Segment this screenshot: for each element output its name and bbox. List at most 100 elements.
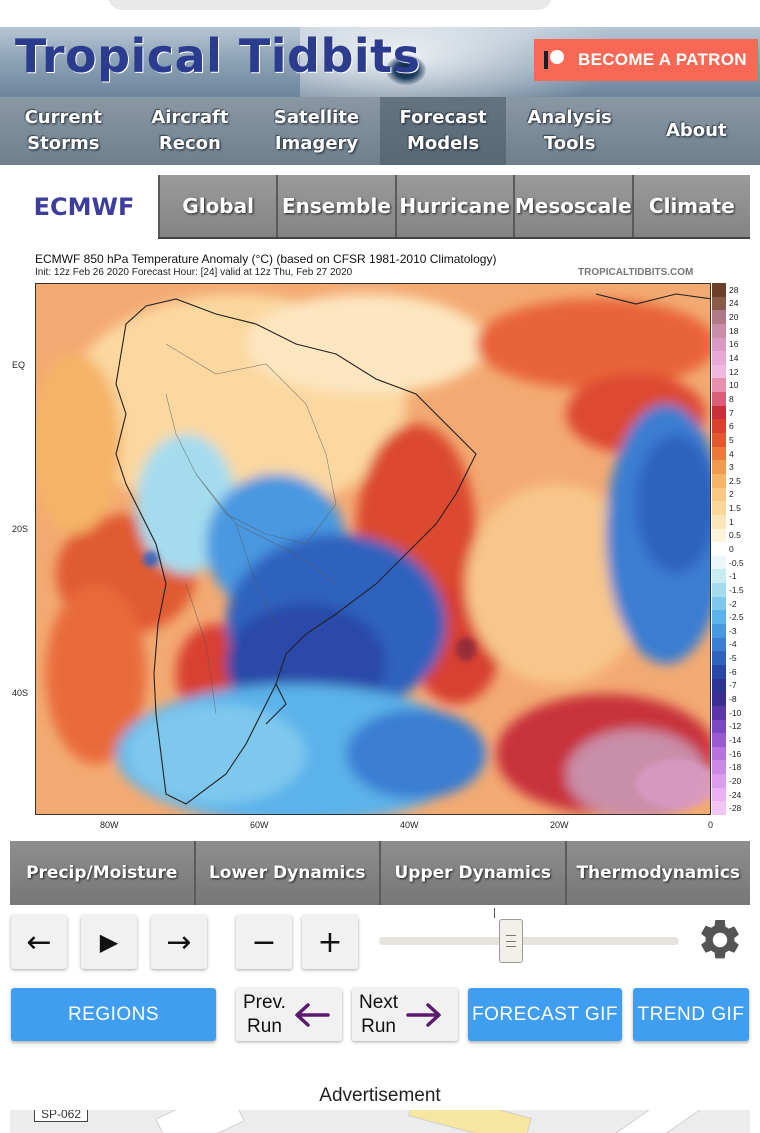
nav-label: Forecast <box>399 107 487 128</box>
colorbar-tick: -3 <box>729 625 737 636</box>
colorbar-tick: -12 <box>729 721 742 732</box>
advertisement-banner[interactable]: SP-062 <box>10 1110 750 1133</box>
colorbar-tick: -10 <box>729 707 742 718</box>
lat-label: 40S <box>12 688 29 698</box>
prev-run-button[interactable]: Prev. Run <box>236 988 342 1041</box>
play-button[interactable]: ▶ <box>81 915 137 969</box>
tab-climate[interactable]: Climate <box>631 175 750 237</box>
prev-run-label: Run <box>247 1015 282 1037</box>
nav-analysis-tools[interactable]: Analysis Tools <box>506 97 633 165</box>
nav-label: Current <box>24 107 102 128</box>
next-frame-button[interactable]: → <box>151 915 207 969</box>
play-icon: ▶ <box>99 928 119 956</box>
prev-frame-button[interactable]: ← <box>11 915 67 969</box>
zoom-in-button[interactable]: + <box>302 915 358 969</box>
lon-label: 60W <box>250 820 269 830</box>
arrow-right-icon <box>406 1002 441 1027</box>
colorbar-tick: 24 <box>729 298 739 309</box>
model-selector: ECMWF Global Ensemble Hurricane Mesoscal… <box>0 175 760 239</box>
colorbar <box>712 283 726 815</box>
nav-forecast-models[interactable]: Forecast Models <box>379 97 507 165</box>
slider-thumb[interactable] <box>499 919 523 963</box>
colorbar-swatch <box>712 705 726 720</box>
forecast-gif-button[interactable]: FORECAST GIF <box>468 988 622 1041</box>
colorbar-tick: -28 <box>729 803 742 814</box>
colorbar-tick: 8 <box>729 393 734 404</box>
nav-label: Tools <box>543 133 596 154</box>
colorbar-tick: -20 <box>729 775 742 786</box>
nav-label: Storms <box>27 133 100 154</box>
prev-run-label: Prev. <box>243 991 286 1013</box>
nav-label: Models <box>406 133 480 154</box>
colorbar-tick: 2.5 <box>729 475 741 486</box>
trend-gif-button[interactable]: TREND GIF <box>633 988 749 1041</box>
colorbar-tick: -1 <box>729 571 737 582</box>
zoom-out-button[interactable]: − <box>236 915 292 969</box>
nav-satellite-imagery[interactable]: Satellite Imagery <box>253 97 380 165</box>
colorbar-swatch <box>712 337 726 352</box>
map-subtitle: Init: 12z Feb 26 2020 Forecast Hour: [24… <box>35 267 353 278</box>
lon-label: 80W <box>100 820 119 830</box>
colorbar-tick: 12 <box>729 366 739 377</box>
nav-aircraft-recon[interactable]: Aircraft Recon <box>127 97 254 165</box>
tab-global[interactable]: Global <box>158 175 277 237</box>
colorbar-swatch <box>712 310 726 324</box>
colorbar-swatch <box>712 351 726 365</box>
colorbar-tick: 6 <box>729 421 734 432</box>
model-tabs: Global Ensemble Hurricane Mesoscale Clim… <box>158 175 750 239</box>
colorbar-swatch <box>712 378 726 393</box>
map-title: ECMWF 850 hPa Temperature Anomaly (°C) (… <box>35 252 497 266</box>
lon-label: 20W <box>550 820 569 830</box>
settings-button[interactable] <box>694 914 746 966</box>
temperature-anomaly-map[interactable] <box>35 283 711 815</box>
tab-lower-dynamics[interactable]: Lower Dynamics <box>195 841 381 905</box>
become-patron-button[interactable]: BECOME A PATRON <box>534 39 758 81</box>
browser-top-strip <box>0 0 760 27</box>
next-run-label: Run <box>361 1015 396 1037</box>
address-pill[interactable] <box>108 0 552 10</box>
tab-mesoscale[interactable]: Mesoscale <box>512 175 632 237</box>
colorbar-tick: 20 <box>729 312 739 323</box>
colorbar-swatch <box>712 460 726 474</box>
colorbar-tick: -4 <box>729 639 737 650</box>
nav-label: Recon <box>158 133 221 154</box>
nav-about[interactable]: About <box>633 97 760 165</box>
colorbar-tick: 1.5 <box>729 503 741 514</box>
tab-hurricane[interactable]: Hurricane <box>394 175 513 237</box>
colorbar-tick: -16 <box>729 748 742 759</box>
ad-road <box>408 1110 532 1133</box>
colorbar-tick: -18 <box>729 762 742 773</box>
colorbar-swatch <box>712 542 726 556</box>
colorbar-tick: 10 <box>729 380 739 391</box>
colorbar-tick: 28 <box>729 284 739 295</box>
tab-upper-dynamics[interactable]: Upper Dynamics <box>381 841 567 905</box>
tab-precip-moisture[interactable]: Precip/Moisture <box>10 841 196 905</box>
colorbar-swatch <box>712 296 726 311</box>
nav-label: Analysis <box>527 107 612 128</box>
colorbar-swatch <box>712 664 726 679</box>
gear-icon <box>701 919 739 959</box>
colorbar-swatch <box>712 719 726 734</box>
colorbar-swatch <box>712 514 726 529</box>
site-logo[interactable]: Tropical Tidbits <box>15 29 421 83</box>
colorbar-tick: -1.5 <box>729 584 744 595</box>
tab-thermodynamics[interactable]: Thermodynamics <box>566 841 750 905</box>
colorbar-tick: -14 <box>729 734 742 745</box>
lat-label: 20S <box>12 524 29 534</box>
colorbar-swatch <box>712 760 726 775</box>
advertisement-label: Advertisement <box>319 1085 441 1106</box>
arrow-left-icon <box>295 1002 330 1027</box>
forecast-hour-slider[interactable] <box>379 937 679 945</box>
colorbar-swatch <box>712 678 726 693</box>
colorbar-swatch <box>712 610 726 625</box>
lat-label: EQ <box>12 360 26 370</box>
next-run-button[interactable]: Next Run <box>352 988 458 1041</box>
site-header: Tropical Tidbits BECOME A PATRON <box>0 27 760 97</box>
route-sign: SP-062 <box>34 1110 89 1122</box>
regions-button[interactable]: REGIONS <box>11 988 216 1041</box>
colorbar-swatch <box>712 774 726 788</box>
plus-icon: + <box>317 924 343 960</box>
tab-ensemble[interactable]: Ensemble <box>276 175 395 237</box>
nav-current-storms[interactable]: Current Storms <box>0 97 127 165</box>
hurricane-eye-graphic <box>386 55 426 85</box>
